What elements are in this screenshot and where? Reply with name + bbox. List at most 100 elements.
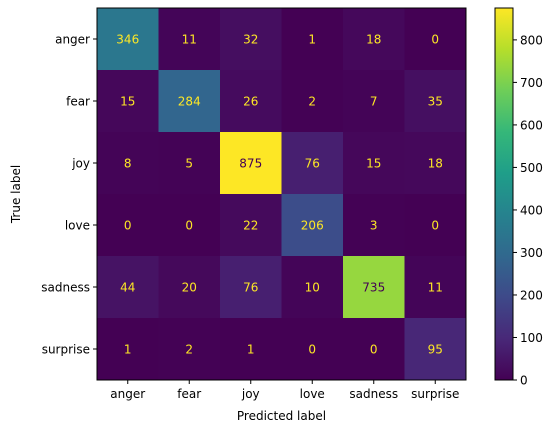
cell-value: 95 [428, 343, 443, 357]
matrix-cell [281, 194, 344, 257]
x-tick-label: fear [177, 387, 201, 401]
cell-value: 11 [428, 281, 443, 295]
matrix-cell [220, 132, 282, 195]
cell-value: 206 [301, 219, 324, 233]
x-axis-label: Predicted label [237, 409, 326, 423]
colorbar-tick-label: 400 [520, 203, 543, 217]
cell-value: 0 [185, 219, 193, 233]
cell-value: 11 [182, 33, 197, 47]
matrix-cell [220, 8, 282, 71]
matrix-cell [343, 256, 405, 319]
matrix-cell [97, 70, 159, 133]
matrix-cell [404, 318, 467, 381]
matrix-cell [404, 194, 467, 257]
colorbar-tick-label: 300 [520, 246, 543, 260]
plot-frame [96, 7, 467, 381]
x-tick-label: anger [110, 387, 145, 401]
cell-value: 8 [124, 157, 132, 171]
matrix-cells [97, 8, 467, 381]
matrix-cell [343, 318, 405, 381]
matrix-cell [343, 194, 405, 257]
matrix-cell [97, 318, 159, 381]
y-tick-label: anger [55, 33, 90, 47]
x-axis-ticks: anger fear joy love sadness surprise [110, 380, 459, 401]
cell-value: 346 [116, 33, 139, 47]
x-tick-label: joy [241, 387, 260, 401]
x-tick-label: sadness [349, 387, 398, 401]
y-axis-ticks: anger fear joy love sadness surprise [41, 33, 97, 357]
colorbar-tick-label: 100 [520, 331, 543, 345]
matrix-cell [404, 256, 467, 319]
cell-value: 0 [308, 343, 316, 357]
matrix-cell [220, 194, 282, 257]
cell-value: 3 [370, 219, 378, 233]
cell-value: 875 [239, 157, 262, 171]
cell-value: 20 [182, 281, 197, 295]
matrix-cell [158, 318, 221, 381]
cell-value-labels: 346 11 32 1 18 015 284 26 2 7 358 5 875 76 15 180 0 22 206… [116, 33, 443, 357]
matrix-cell [343, 132, 405, 195]
cell-value: 35 [428, 95, 443, 109]
matrix-cell [404, 70, 467, 133]
matrix-cell [220, 256, 282, 319]
colorbar-tick-label: 500 [520, 161, 543, 175]
cell-value: 15 [366, 157, 381, 171]
y-axis-label: True label [9, 165, 23, 224]
cell-value: 18 [428, 157, 443, 171]
colorbar-ticks: 0 100 200 300 400 500 600 700 800 [513, 33, 543, 388]
cell-value: 7 [370, 95, 378, 109]
cell-value: 18 [366, 33, 381, 47]
cell-value: 32 [243, 33, 258, 47]
cell-value: 1 [247, 343, 255, 357]
matrix-cell [343, 70, 405, 133]
matrix-cell [281, 132, 344, 195]
cell-value: 0 [124, 219, 132, 233]
matrix-cell [281, 256, 344, 319]
matrix-cell [158, 8, 221, 71]
cell-value: 10 [305, 281, 320, 295]
cell-value: 44 [120, 281, 135, 295]
y-tick-label: love [65, 219, 90, 233]
cell-value: 26 [243, 95, 258, 109]
matrix-cell [281, 318, 344, 381]
cell-value: 0 [431, 33, 439, 47]
colorbar [494, 7, 514, 381]
cell-value: 15 [120, 95, 135, 109]
colorbar-tick-label: 800 [520, 33, 543, 47]
cell-value: 284 [178, 95, 201, 109]
cell-value: 1 [124, 343, 132, 357]
y-tick-label: fear [66, 95, 90, 109]
cell-value: 2 [308, 95, 316, 109]
matrix-cell [158, 70, 221, 133]
matrix-cell [97, 8, 159, 71]
matrix-cell [158, 194, 221, 257]
y-tick-label: sadness [41, 281, 90, 295]
x-tick-label: surprise [411, 387, 459, 401]
matrix-cell [158, 132, 221, 195]
cell-value: 76 [305, 157, 320, 171]
matrix-cell [404, 132, 467, 195]
cell-value: 0 [370, 343, 378, 357]
matrix-cell [97, 194, 159, 257]
cell-value: 1 [308, 33, 316, 47]
matrix-cell [281, 70, 344, 133]
matrix-cell [404, 8, 467, 71]
matrix-cell [97, 256, 159, 319]
y-tick-label: joy [71, 157, 90, 171]
colorbar-tick-label: 700 [520, 76, 543, 90]
matrix-cell [281, 8, 344, 71]
cell-value: 0 [431, 219, 439, 233]
matrix-cell [220, 70, 282, 133]
x-tick-label: love [300, 387, 325, 401]
matrix-cell [158, 256, 221, 319]
colorbar-tick-label: 200 [520, 288, 543, 302]
cell-value: 5 [185, 157, 193, 171]
cell-value: 76 [243, 281, 258, 295]
colorbar-tick-label: 600 [520, 118, 543, 132]
matrix-cell [97, 132, 159, 195]
y-tick-label: surprise [42, 343, 90, 357]
cell-value: 2 [185, 343, 193, 357]
colorbar-tick-label: 0 [520, 374, 528, 388]
matrix-cell [343, 8, 405, 71]
